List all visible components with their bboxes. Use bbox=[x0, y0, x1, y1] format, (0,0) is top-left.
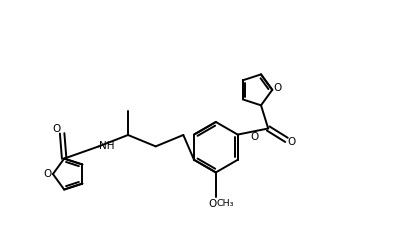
Text: NH: NH bbox=[99, 141, 114, 151]
Text: O: O bbox=[43, 169, 52, 179]
Text: O: O bbox=[274, 83, 282, 93]
Text: O: O bbox=[250, 132, 258, 142]
Text: CH₃: CH₃ bbox=[217, 199, 234, 208]
Text: O: O bbox=[288, 137, 296, 147]
Text: O: O bbox=[209, 199, 217, 209]
Text: O: O bbox=[53, 124, 61, 134]
